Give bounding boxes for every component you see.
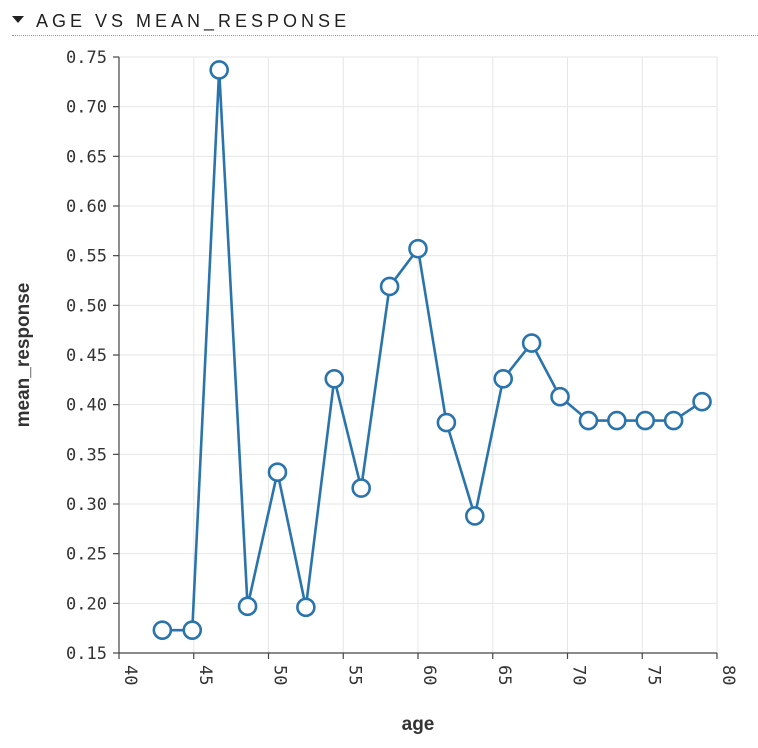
data-point[interactable] — [607, 410, 627, 431]
grid — [118, 56, 718, 654]
data-point[interactable] — [324, 369, 345, 389]
data-points — [152, 60, 712, 640]
chart-header: AGE VS MEAN_RESPONSE — [12, 8, 758, 36]
chart-title: AGE VS MEAN_RESPONSE — [36, 11, 351, 31]
data-point[interactable] — [379, 276, 400, 297]
x-tick-label: 40 — [120, 665, 140, 685]
y-tick-label: 0.35 — [66, 445, 107, 465]
data-point[interactable] — [578, 410, 599, 431]
y-tick-label: 0.65 — [66, 147, 107, 167]
data-point[interactable] — [436, 412, 457, 433]
x-tick-label: 55 — [344, 665, 364, 685]
y-tick-label: 0.50 — [66, 296, 107, 316]
data-point[interactable] — [152, 620, 173, 640]
data-point[interactable] — [209, 60, 229, 80]
y-axis: 0.15 0.20 0.25 0.30 0.35 0.40 0.45 0.50 0.55 0.60… — [66, 48, 119, 664]
y-tick-label: 0.45 — [66, 346, 107, 366]
x-tick-label: 75 — [643, 665, 663, 685]
data-point[interactable] — [237, 596, 258, 617]
x-axis: 40 45 50 55 60 65 70 75 80 — [118, 653, 738, 685]
y-tick-label: 0.75 — [66, 48, 107, 68]
y-tick-label: 0.55 — [66, 247, 107, 267]
data-point[interactable] — [692, 391, 712, 412]
y-tick-label: 0.70 — [66, 98, 107, 118]
data-point[interactable] — [408, 238, 428, 259]
data-point[interactable] — [521, 333, 542, 353]
y-tick-label: 0.25 — [66, 545, 107, 565]
caret-down-icon[interactable] — [12, 16, 24, 23]
data-point[interactable] — [267, 462, 288, 483]
data-point[interactable] — [493, 369, 514, 389]
series-line — [162, 68, 703, 632]
data-point[interactable] — [351, 478, 371, 498]
data-point[interactable] — [635, 410, 656, 431]
data-point[interactable] — [465, 506, 485, 526]
y-tick-label: 0.15 — [66, 644, 107, 664]
y-tick-label: 0.40 — [66, 396, 107, 416]
y-tick-label: 0.30 — [66, 495, 107, 515]
data-point[interactable] — [550, 386, 570, 407]
y-tick-label: 0.60 — [66, 197, 107, 217]
x-tick-label: 50 — [270, 665, 290, 685]
y-tick-label: 0.20 — [66, 594, 107, 614]
x-axis-label: age — [402, 714, 435, 735]
data-point[interactable] — [663, 410, 684, 431]
x-tick-label: 70 — [569, 665, 589, 685]
data-point[interactable] — [296, 597, 316, 618]
y-axis-label: mean_response — [13, 283, 34, 428]
x-tick-label: 80 — [718, 665, 738, 685]
x-tick-label: 45 — [195, 665, 215, 685]
data-point[interactable] — [182, 620, 203, 640]
x-tick-label: 65 — [494, 665, 514, 685]
line-chart: 40 45 50 55 60 65 70 75 80 0.150.200.250.300.350… — [13, 48, 738, 735]
x-tick-label: 60 — [419, 665, 439, 685]
